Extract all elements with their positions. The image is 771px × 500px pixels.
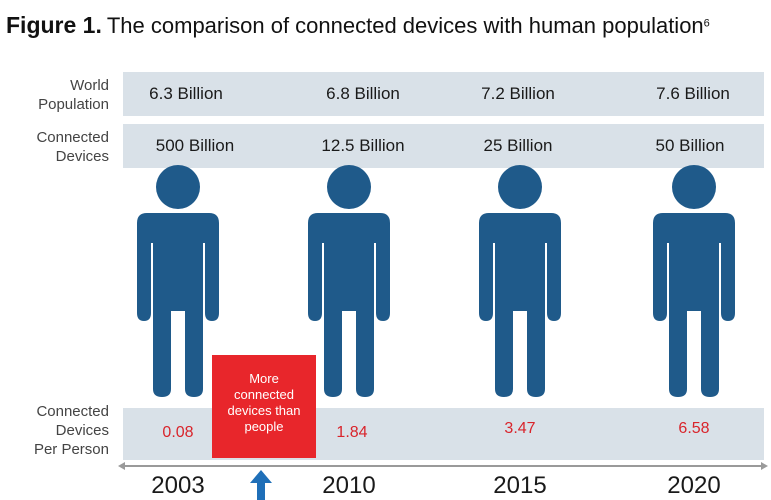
population-2015: 7.2 Billion <box>481 84 555 103</box>
connected-devices-label: Connected Devices <box>0 128 109 166</box>
devices-per-person-label: Connected Devices Per Person <box>0 402 109 459</box>
callout-line2: connected <box>234 387 294 402</box>
population-2020: 7.6 Billion <box>656 84 730 103</box>
connected-devices-label-line2: Devices <box>55 148 109 165</box>
figure-label: Figure 1. <box>6 12 102 38</box>
devices-2020: 50 Billion <box>655 136 725 155</box>
person-icon <box>653 165 735 397</box>
devices-2015: 25 Billion <box>483 136 553 155</box>
figure-title-text: The comparison of connected devices with… <box>106 13 704 38</box>
world-population-label-line2: Population <box>38 96 109 113</box>
population-2010: 6.8 Billion <box>326 84 400 103</box>
figure-title: Figure 1. The comparison of connected dev… <box>6 12 710 39</box>
population-2003: 6.3 Billion <box>149 84 223 103</box>
timeline-axis <box>118 462 768 470</box>
arrow-up-icon <box>250 470 272 500</box>
devices-per-person-label-line2: Devices <box>55 422 109 439</box>
per-person-2003: 0.08 <box>162 424 194 441</box>
figure-footnote-ref: 6 <box>703 17 710 30</box>
connected-devices-label-line1: Connected <box>36 129 109 146</box>
devices-2003: 500 Billion <box>155 136 235 155</box>
per-person-2020: 6.58 <box>678 420 710 437</box>
per-person-2010: 1.84 <box>336 424 368 441</box>
devices-band <box>123 124 764 168</box>
devices-per-person-label-line3: Per Person <box>33 441 109 458</box>
person-icon <box>137 165 219 397</box>
per-person-2015: 3.47 <box>504 420 536 437</box>
year-2015: 2015 <box>493 472 547 499</box>
population-band <box>123 72 764 116</box>
year-2010: 2010 <box>322 472 376 499</box>
world-population-label-line1: World <box>70 77 109 94</box>
callout-line1: More <box>249 371 279 386</box>
more-devices-callout: More connected devices than people <box>212 355 316 458</box>
person-icon <box>308 165 390 397</box>
year-2003: 2003 <box>151 472 205 499</box>
callout-line3: devices than <box>227 403 301 418</box>
person-icon <box>479 165 561 397</box>
devices-2010: 12.5 Billion <box>321 136 405 155</box>
year-2020: 2020 <box>667 472 721 499</box>
world-population-label: World Population <box>0 76 109 114</box>
devices-per-person-label-line1: Connected <box>36 403 109 420</box>
callout-line4: people <box>244 419 284 434</box>
